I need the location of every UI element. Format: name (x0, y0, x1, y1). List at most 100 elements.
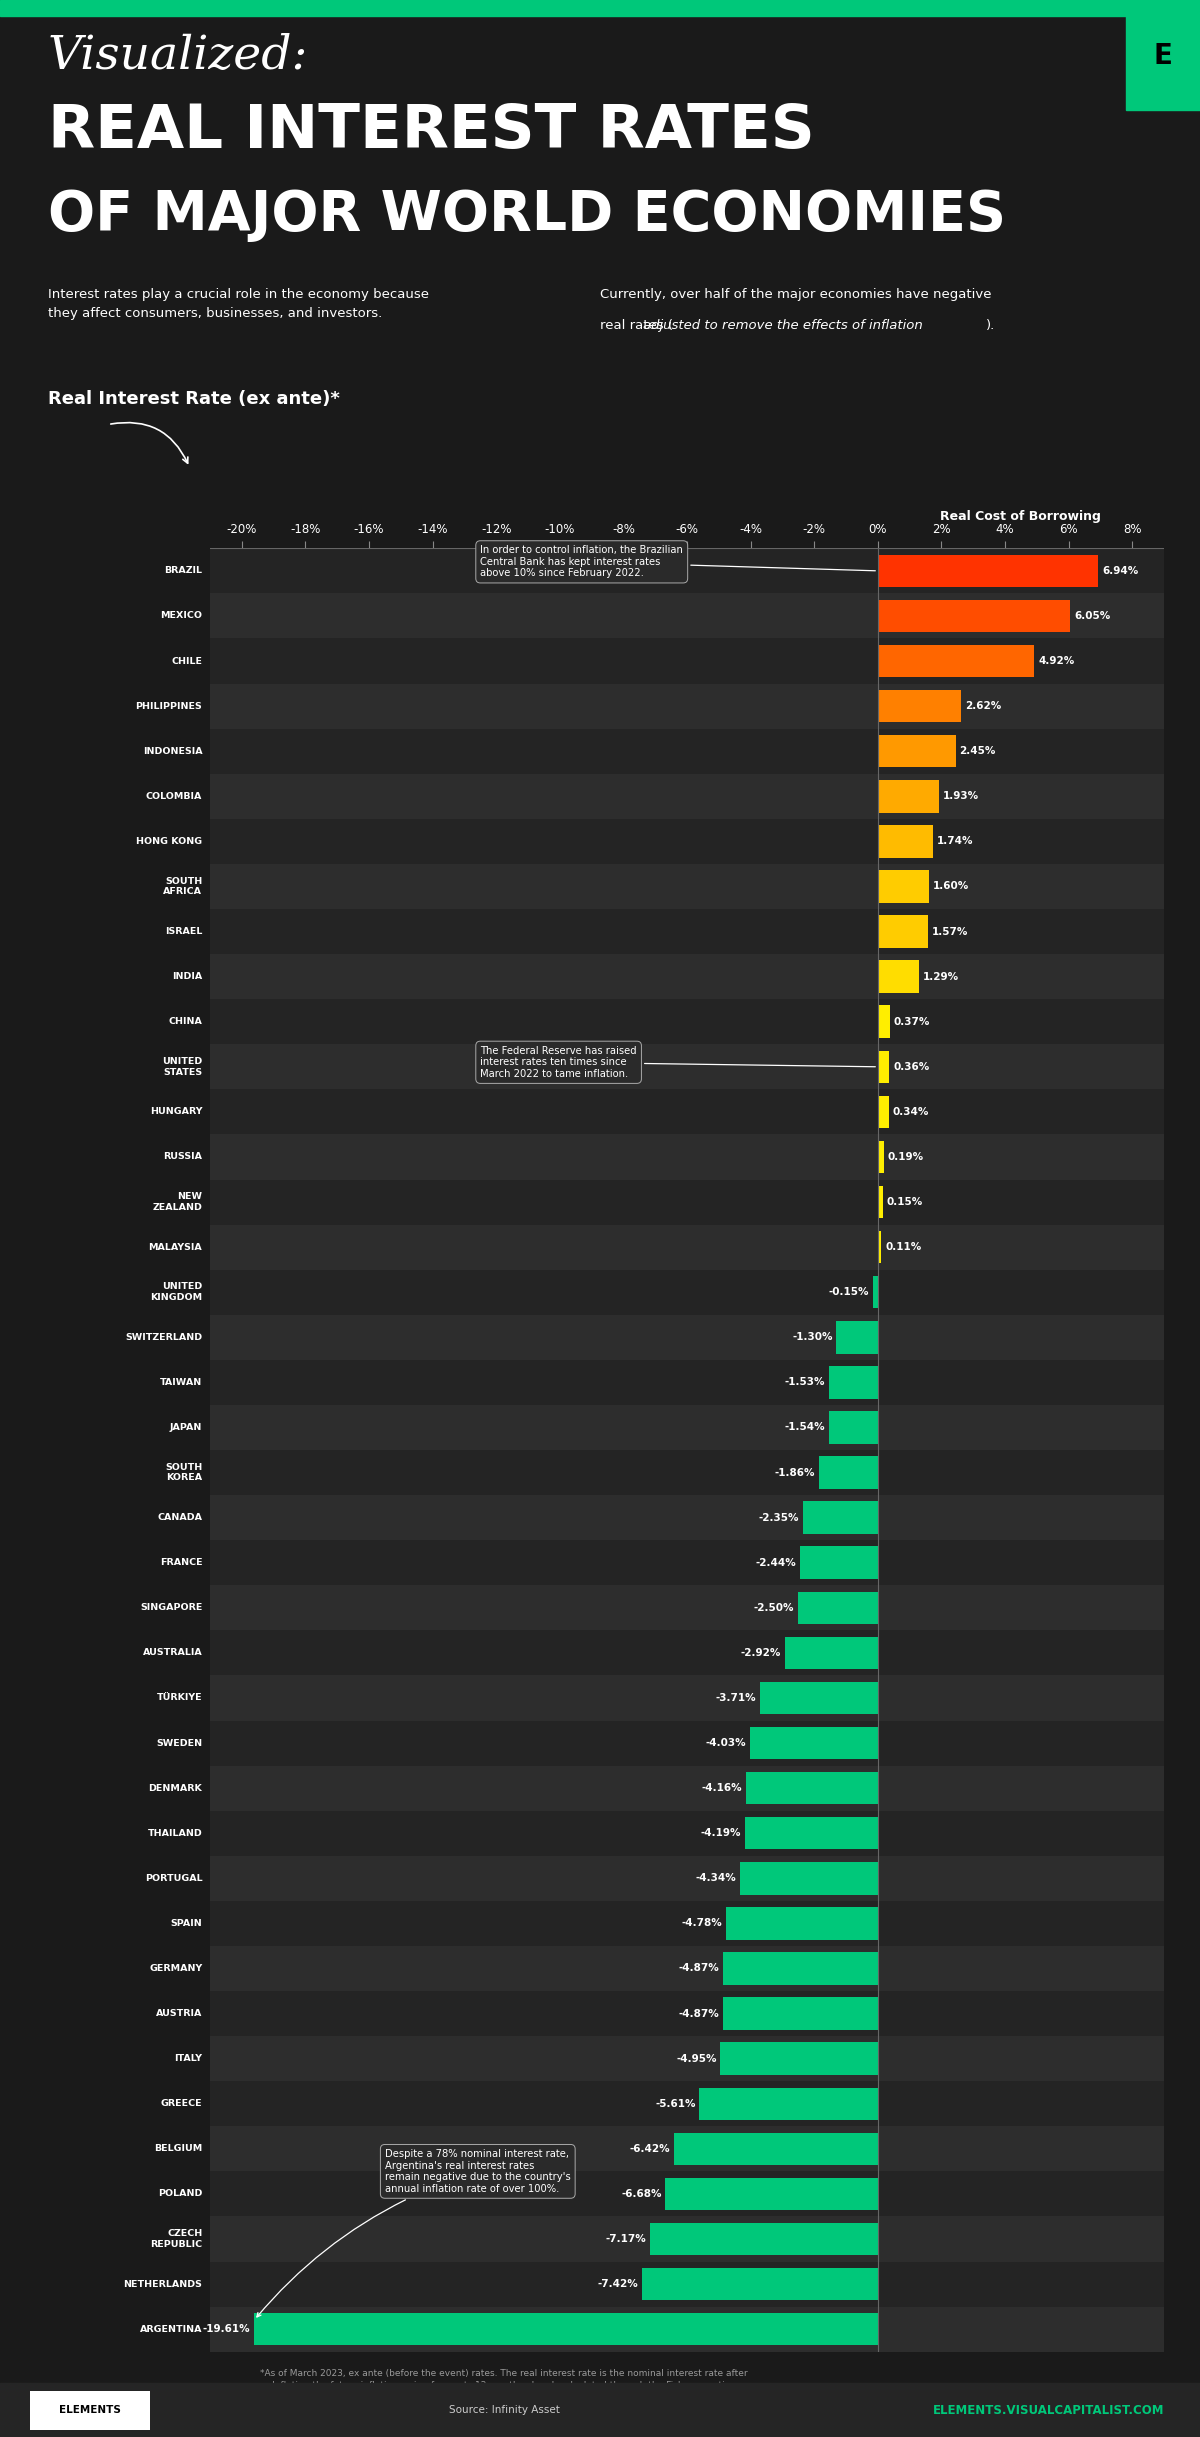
Text: -2.35%: -2.35% (758, 1513, 799, 1523)
Text: ITALY: ITALY (174, 2054, 203, 2064)
Text: RUSSIA: RUSSIA (163, 1153, 203, 1162)
Bar (878, 960, 919, 992)
Bar (878, 916, 928, 948)
Text: Interest rates play a crucial role in the economy because
they affect consumers,: Interest rates play a crucial role in th… (48, 288, 430, 319)
Bar (878, 1006, 889, 1038)
Bar (210, 1857, 1164, 1901)
Text: TÜRKIYE: TÜRKIYE (157, 1694, 203, 1703)
Bar (210, 1677, 1164, 1721)
Text: POLAND: POLAND (158, 2188, 203, 2198)
Bar (210, 1223, 1164, 1270)
Bar (210, 1584, 1164, 1630)
Text: -4.78%: -4.78% (682, 1918, 722, 1928)
Text: NETHERLANDS: NETHERLANDS (124, 2279, 203, 2288)
Text: 6.94%: 6.94% (1103, 565, 1139, 575)
Text: HUNGARY: HUNGARY (150, 1106, 203, 1116)
Bar (210, 909, 1164, 953)
Bar (210, 865, 1164, 909)
Bar (700, 2089, 878, 2120)
Bar (720, 2042, 878, 2074)
Bar (210, 1270, 1164, 1316)
Text: SWEDEN: SWEDEN (156, 1738, 203, 1747)
Text: REAL INTEREST RATES: REAL INTEREST RATES (48, 102, 815, 161)
Bar (210, 1089, 1164, 1136)
Text: GREECE: GREECE (161, 2098, 203, 2108)
Bar (210, 2218, 1164, 2262)
Text: TAIWAN: TAIWAN (160, 1377, 203, 1387)
Text: OF MAJOR WORLD ECONOMIES: OF MAJOR WORLD ECONOMIES (48, 188, 1006, 241)
Text: Despite a 78% nominal interest rate,
Argentina's real interest rates
remain nega: Despite a 78% nominal interest rate, Arg… (257, 2149, 571, 2318)
Text: CHINA: CHINA (168, 1016, 203, 1026)
Text: 0.15%: 0.15% (887, 1197, 923, 1206)
Bar (649, 2223, 878, 2254)
Text: UNITED
KINGDOM: UNITED KINGDOM (150, 1282, 203, 1301)
Bar (210, 1945, 1164, 1991)
Text: Real Cost of Borrowing: Real Cost of Borrowing (941, 509, 1102, 524)
Text: 4.92%: 4.92% (1038, 656, 1074, 665)
Bar (878, 646, 1034, 677)
Text: ISRAEL: ISRAEL (164, 926, 203, 936)
Bar (210, 2262, 1164, 2305)
Text: FRANCE: FRANCE (160, 1557, 203, 1567)
Text: E: E (1153, 41, 1172, 71)
Text: In order to control inflation, the Brazilian
Central Bank has kept interest rate: In order to control inflation, the Brazi… (480, 546, 875, 578)
Text: -4.95%: -4.95% (676, 2054, 716, 2064)
Text: PORTUGAL: PORTUGAL (145, 1874, 203, 1884)
Text: -2.92%: -2.92% (740, 1647, 781, 1657)
Text: Source: Infinity Asset: Source: Infinity Asset (449, 2405, 559, 2415)
Bar (673, 2132, 878, 2164)
Text: adjusted to remove the effects of inflation: adjusted to remove the effects of inflat… (643, 319, 923, 331)
Bar (210, 1494, 1164, 1540)
Text: NEW
ZEALAND: NEW ZEALAND (152, 1192, 203, 1211)
Text: -4.34%: -4.34% (695, 1874, 736, 1884)
Text: SOUTH
KOREA: SOUTH KOREA (166, 1462, 203, 1482)
Bar (210, 1721, 1164, 1764)
Text: real rates (: real rates ( (600, 319, 673, 331)
Bar (665, 2179, 878, 2210)
Bar (210, 1630, 1164, 1677)
Text: 0.11%: 0.11% (886, 1243, 922, 1253)
Bar (210, 1180, 1164, 1223)
Text: MALAYSIA: MALAYSIA (149, 1243, 203, 1253)
Bar (878, 690, 961, 721)
Text: -2.44%: -2.44% (756, 1557, 797, 1567)
Bar (836, 1321, 878, 1353)
Bar (210, 1450, 1164, 1496)
Text: SWITZERLAND: SWITZERLAND (125, 1333, 203, 1343)
Bar (210, 638, 1164, 685)
Bar (878, 780, 940, 812)
Text: INDONESIA: INDONESIA (143, 746, 203, 755)
Bar (829, 1367, 878, 1399)
Text: COLOMBIA: COLOMBIA (146, 792, 203, 802)
Bar (726, 1908, 878, 1940)
Text: 1.29%: 1.29% (923, 972, 959, 982)
Bar (210, 2081, 1164, 2125)
Text: -4.87%: -4.87% (678, 1964, 719, 1974)
Text: HONG KONG: HONG KONG (137, 836, 203, 846)
Text: GERMANY: GERMANY (149, 1964, 203, 1974)
Bar (874, 1277, 878, 1309)
Bar (878, 1097, 889, 1128)
Text: The Federal Reserve has raised
interest rates ten times since
March 2022 to tame: The Federal Reserve has raised interest … (480, 1045, 875, 1080)
Text: 2.45%: 2.45% (960, 746, 996, 755)
Bar (210, 1540, 1164, 1586)
Text: ELEMENTS: ELEMENTS (59, 2405, 121, 2415)
Text: -5.61%: -5.61% (655, 2098, 696, 2108)
Bar (800, 1547, 878, 1579)
Bar (210, 1764, 1164, 1811)
Text: BRAZIL: BRAZIL (164, 565, 203, 575)
Text: Currently, over half of the major economies have negative: Currently, over half of the major econom… (600, 288, 991, 300)
Bar (878, 1231, 881, 1262)
Text: PHILIPPINES: PHILIPPINES (136, 702, 203, 712)
Text: 1.74%: 1.74% (937, 836, 973, 846)
Bar (785, 1638, 878, 1669)
Text: -2.50%: -2.50% (754, 1604, 794, 1613)
Text: -19.61%: -19.61% (203, 2325, 251, 2335)
Bar (744, 1818, 878, 1850)
Bar (829, 1411, 878, 1443)
Text: Real Interest Rate (ex ante)*: Real Interest Rate (ex ante)* (48, 390, 340, 407)
Text: -4.19%: -4.19% (701, 1828, 740, 1837)
Text: 6.05%: 6.05% (1074, 612, 1110, 621)
Text: DENMARK: DENMARK (149, 1784, 203, 1794)
Bar (210, 685, 1164, 729)
